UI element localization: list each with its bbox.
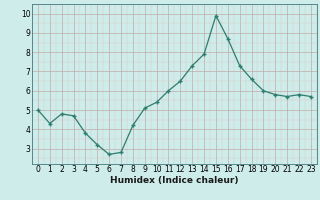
X-axis label: Humidex (Indice chaleur): Humidex (Indice chaleur) (110, 176, 239, 185)
